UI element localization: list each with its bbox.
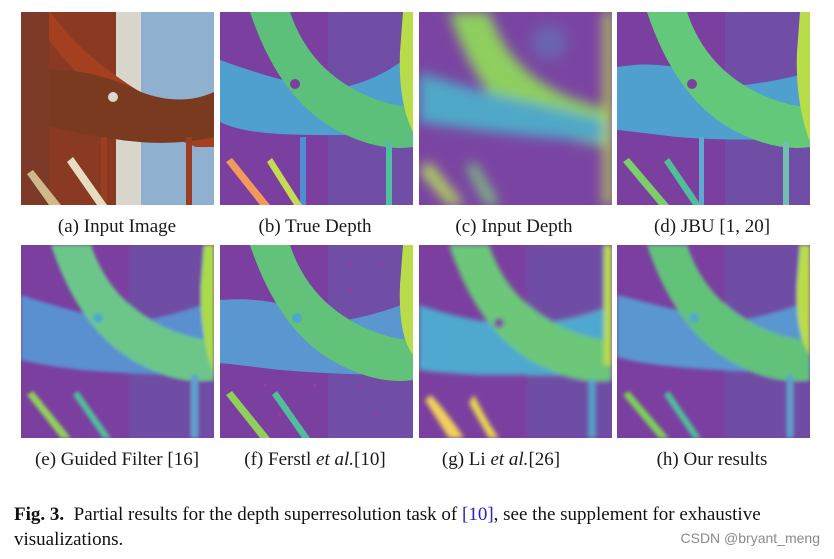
caption-f: (f) Ferstl et al.[10] <box>244 449 386 470</box>
caption-e: (e) Guided Filter [16] <box>34 449 200 470</box>
true-depth-figure <box>220 12 413 205</box>
caption-c: (c) Input Depth <box>455 216 573 237</box>
jbu-figure <box>617 12 810 205</box>
guided-filter-figure <box>21 245 214 438</box>
panel-c-input-depth <box>419 12 612 205</box>
panel-d-jbu <box>617 12 810 205</box>
panel-f-ferstl <box>220 245 413 438</box>
panel-e-guided-filter <box>21 245 214 438</box>
figure-label: Fig. 3. <box>14 504 65 525</box>
input-image-figure <box>21 12 214 205</box>
ferstl-figure <box>220 245 413 438</box>
panel-a-input-image <box>21 12 214 205</box>
caption-d: (d) JBU [1, 20] <box>653 216 771 237</box>
caption-g: (g) Li et al.[26] <box>441 449 561 470</box>
figure-caption: Fig. 3. Partial results for the depth su… <box>14 502 820 552</box>
caption-text-after: , see the supplement for exhaustive visu… <box>14 504 761 550</box>
panel-b-true-depth <box>220 12 413 205</box>
caption-h: (h) Our results <box>656 449 768 470</box>
our-results-figure <box>617 245 810 438</box>
input-depth-figure <box>419 12 612 205</box>
caption-b: (b) True Depth <box>258 216 372 237</box>
citation-link[interactable]: [10] <box>462 504 494 525</box>
panel-g-li <box>419 245 612 438</box>
panel-h-our-results <box>617 245 810 438</box>
watermark: CSDN @bryant_meng <box>680 530 821 546</box>
caption-a: (a) Input Image <box>57 216 177 237</box>
li-figure <box>419 245 612 438</box>
caption-text-before: Partial results for the depth superresol… <box>73 504 462 525</box>
